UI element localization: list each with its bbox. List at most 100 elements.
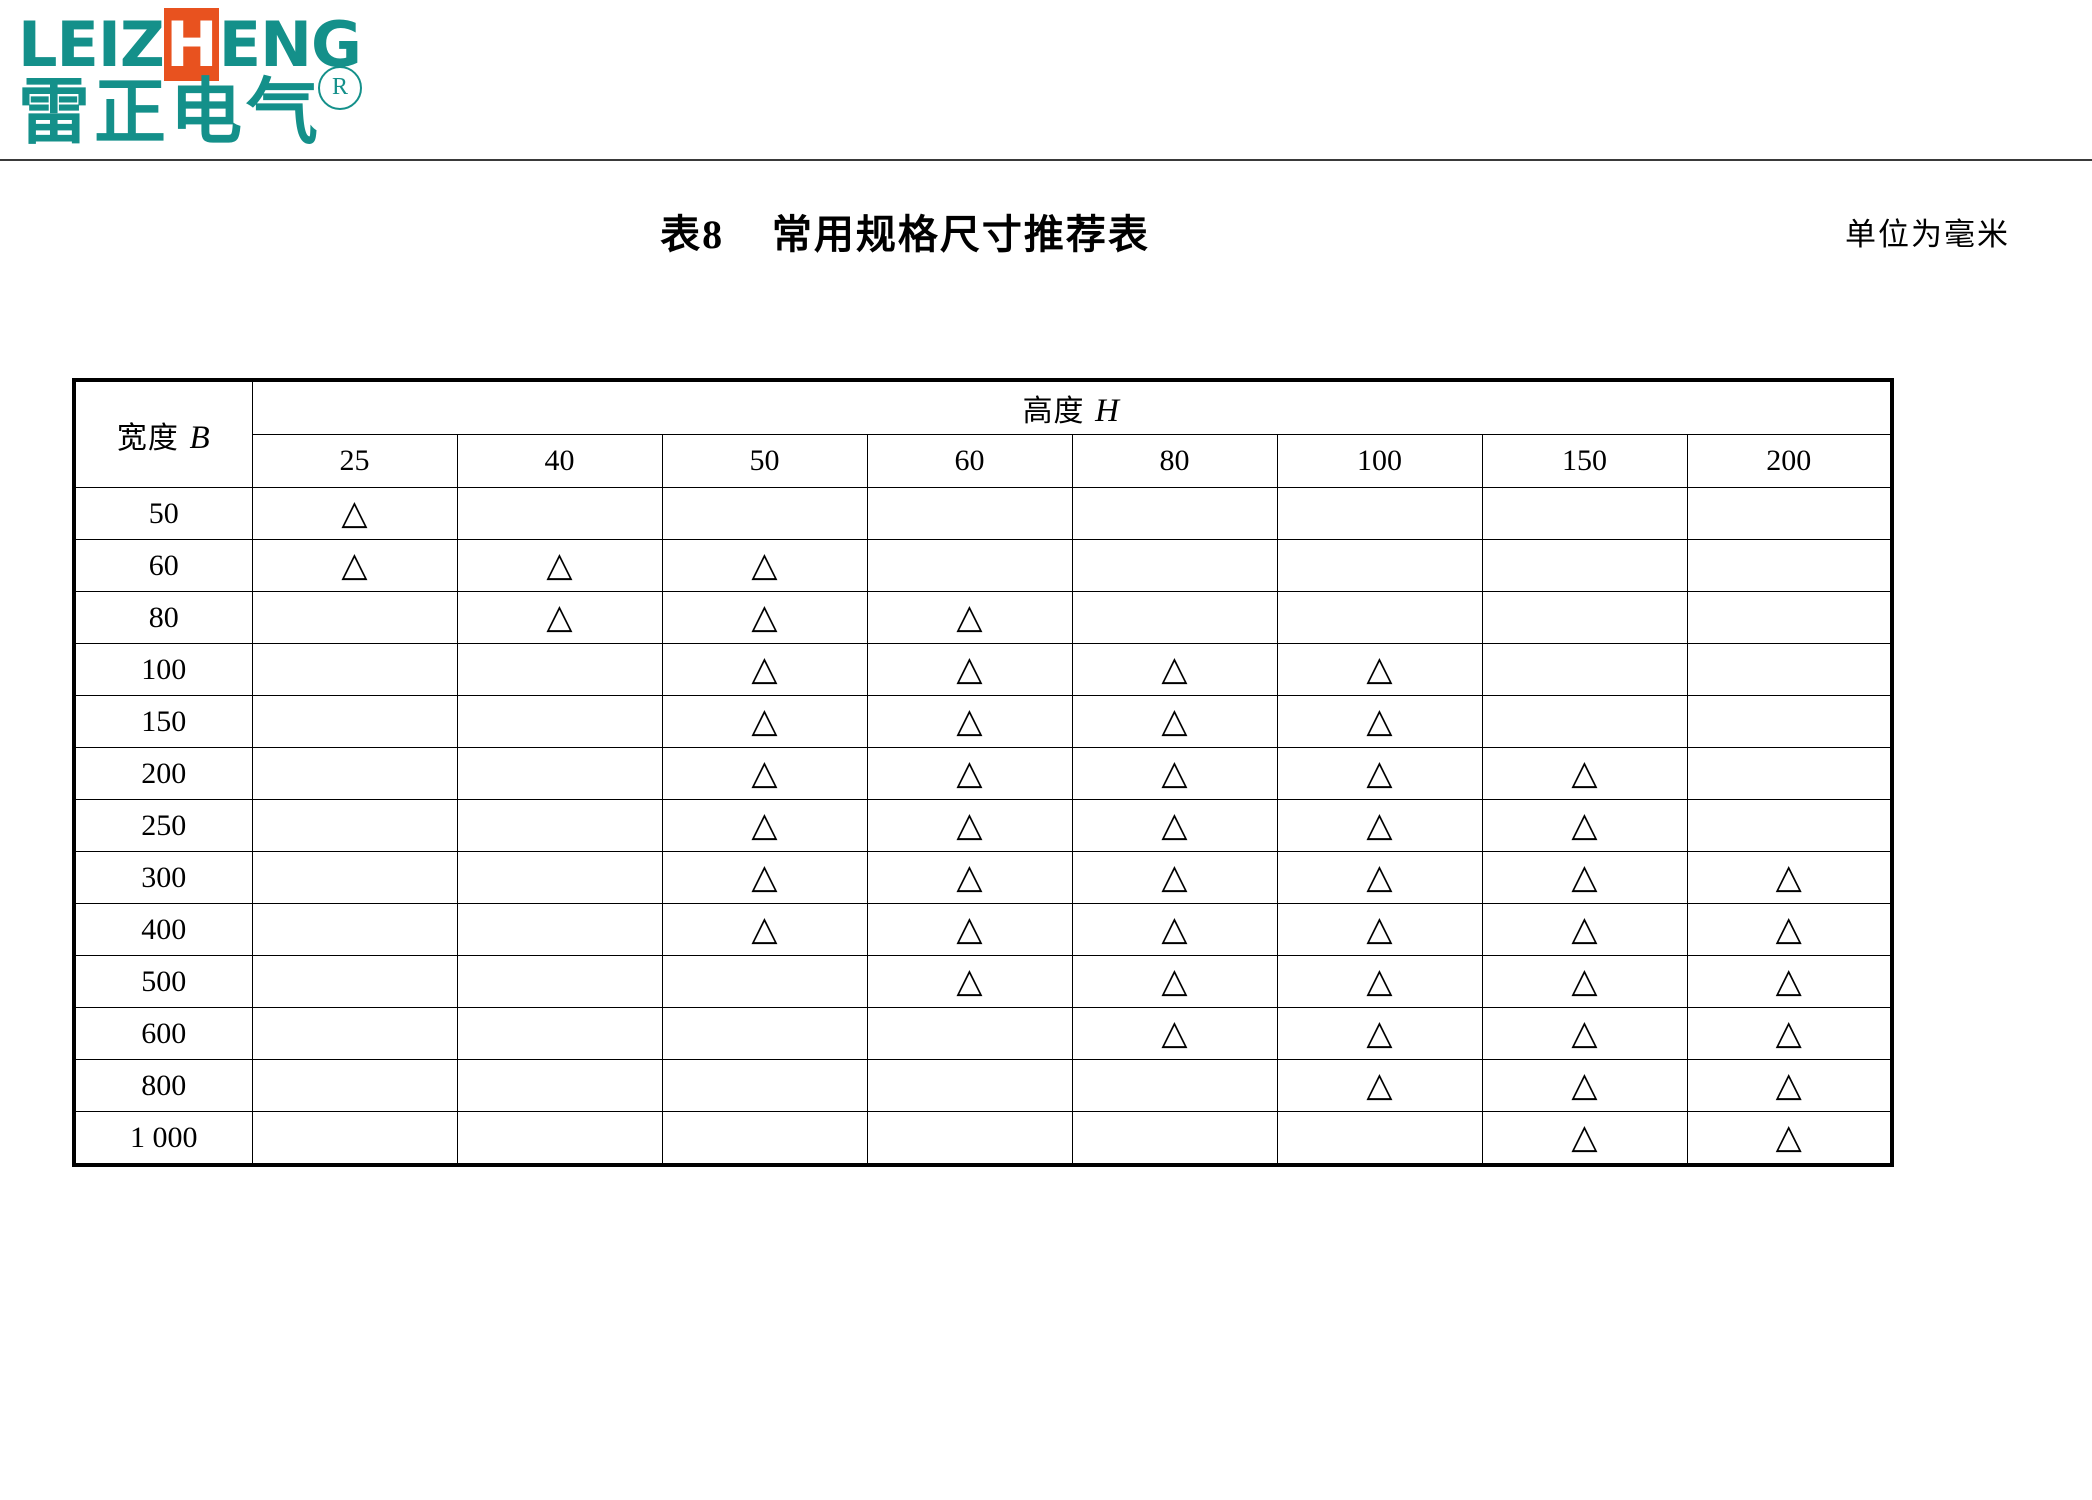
table-row: 250 △ △ △ △ △ [72, 799, 1895, 852]
cell-empty [661, 1007, 868, 1060]
cell-mark: △ [866, 591, 1073, 644]
cell-empty [251, 955, 458, 1008]
cell-empty [251, 1007, 458, 1060]
triangle-mark-icon: △ [1161, 648, 1188, 689]
table-row: 100 △ △ △ △ [72, 643, 1895, 696]
triangle-mark-icon: △ [956, 960, 983, 1001]
cell-mark: △ [1686, 1111, 1895, 1167]
col-header-40: 40 [456, 434, 663, 488]
triangle-mark-icon: △ [1571, 1064, 1598, 1105]
cell-empty [866, 539, 1073, 592]
table-row: 800 △ △ △ [72, 1059, 1895, 1112]
header-row-columns: 25 40 50 60 80 100 150 200 [74, 434, 1895, 488]
registered-trademark-icon: R [318, 66, 362, 110]
cell-mark: △ [1071, 1007, 1278, 1060]
cell-empty [1276, 1111, 1483, 1167]
triangle-mark-icon: △ [1366, 908, 1393, 949]
cell-empty [456, 1007, 663, 1060]
cell-empty [866, 1111, 1073, 1167]
table-row: 600 △ △ △ △ [72, 1007, 1895, 1060]
cell-empty [1686, 539, 1895, 592]
cell-empty [456, 1059, 663, 1112]
page-header: LEIZHENG 雷正电气 R [0, 0, 2092, 161]
cell-empty [1071, 487, 1278, 540]
cell-mark: △ [866, 955, 1073, 1008]
cell-mark: △ [1276, 799, 1483, 852]
row-header-width-800: 800 [72, 1059, 253, 1112]
cell-empty [456, 955, 663, 1008]
table-row: 80 △ △ △ [72, 591, 1895, 644]
row-header-width-1000: 1 000 [72, 1111, 253, 1167]
header-divider-rule [0, 159, 2092, 161]
cell-mark: △ [1276, 903, 1483, 956]
cell-empty [1686, 695, 1895, 748]
cell-mark: △ [1686, 903, 1895, 956]
cell-mark: △ [1686, 1007, 1895, 1060]
table-row: 150 △ △ △ △ [72, 695, 1895, 748]
cell-mark: △ [661, 799, 868, 852]
row-header-width-60: 60 [72, 539, 253, 592]
table-title-label: 表 [660, 212, 703, 258]
cell-empty [1071, 1111, 1278, 1167]
cell-mark: △ [661, 747, 868, 800]
triangle-mark-icon: △ [751, 908, 778, 949]
cell-mark: △ [1481, 903, 1688, 956]
triangle-mark-icon: △ [956, 648, 983, 689]
header-row-group: 宽度 B 高度 H [72, 378, 1895, 488]
logo-latin-prefix: LEIZ [18, 8, 165, 81]
triangle-mark-icon: △ [546, 596, 573, 637]
cell-mark: △ [661, 643, 868, 696]
table-body: 50 △ 60 △ △ △ 80 △ △ △ 100 △ △ △ △ 150 △ △ △ △ 200 △ △ △ △ △ 250 △ △… [72, 487, 1895, 1167]
cell-empty [456, 695, 663, 748]
table-title: 表8 常用规格尺寸推荐表 [0, 205, 1810, 265]
cell-empty [1686, 747, 1895, 800]
header-width-b: 宽度 B [72, 378, 253, 488]
cell-empty [251, 643, 458, 696]
cell-empty [1686, 487, 1895, 540]
cell-empty [1276, 539, 1483, 592]
header-height-h: 高度 H [251, 378, 1895, 435]
triangle-mark-icon: △ [1161, 804, 1188, 845]
col-header-60: 60 [866, 434, 1073, 488]
cell-mark: △ [1481, 799, 1688, 852]
row-header-width-80: 80 [72, 591, 253, 644]
cell-empty [456, 851, 663, 904]
triangle-mark-icon: △ [1571, 1116, 1598, 1157]
table-row: 300 △ △ △ △ △ △ [72, 851, 1895, 904]
cell-mark: △ [661, 539, 868, 592]
triangle-mark-icon: △ [1775, 960, 1802, 1001]
table-row: 200 △ △ △ △ △ [72, 747, 1895, 800]
triangle-mark-icon: △ [956, 908, 983, 949]
triangle-mark-icon: △ [1775, 1064, 1802, 1105]
triangle-mark-icon: △ [1161, 700, 1188, 741]
triangle-mark-icon: △ [1775, 1116, 1802, 1157]
table-row: 50 △ [72, 487, 1895, 540]
cell-mark: △ [661, 903, 868, 956]
cell-mark: △ [1481, 747, 1688, 800]
triangle-mark-icon: △ [1571, 1012, 1598, 1053]
cell-empty [251, 695, 458, 748]
cell-empty [251, 591, 458, 644]
row-header-width-250: 250 [72, 799, 253, 852]
triangle-mark-icon: △ [751, 804, 778, 845]
cell-mark: △ [1276, 695, 1483, 748]
triangle-mark-icon: △ [1571, 856, 1598, 897]
table-row: 500 △ △ △ △ △ [72, 955, 1895, 1008]
triangle-mark-icon: △ [1775, 1012, 1802, 1053]
triangle-mark-icon: △ [751, 700, 778, 741]
cell-mark: △ [1276, 1007, 1483, 1060]
cell-empty [866, 1007, 1073, 1060]
triangle-mark-icon: △ [1571, 960, 1598, 1001]
triangle-mark-icon: △ [1366, 648, 1393, 689]
cell-empty [1481, 487, 1688, 540]
cell-empty [456, 487, 663, 540]
triangle-mark-icon: △ [751, 596, 778, 637]
cell-mark: △ [1276, 1059, 1483, 1112]
table-row: 60 △ △ △ [72, 539, 1895, 592]
cell-mark: △ [661, 851, 868, 904]
row-header-width-100: 100 [72, 643, 253, 696]
cell-empty [661, 1059, 868, 1112]
triangle-mark-icon: △ [1366, 1064, 1393, 1105]
header-height-h-cjk: 高度 [1022, 394, 1085, 429]
triangle-mark-icon: △ [956, 752, 983, 793]
